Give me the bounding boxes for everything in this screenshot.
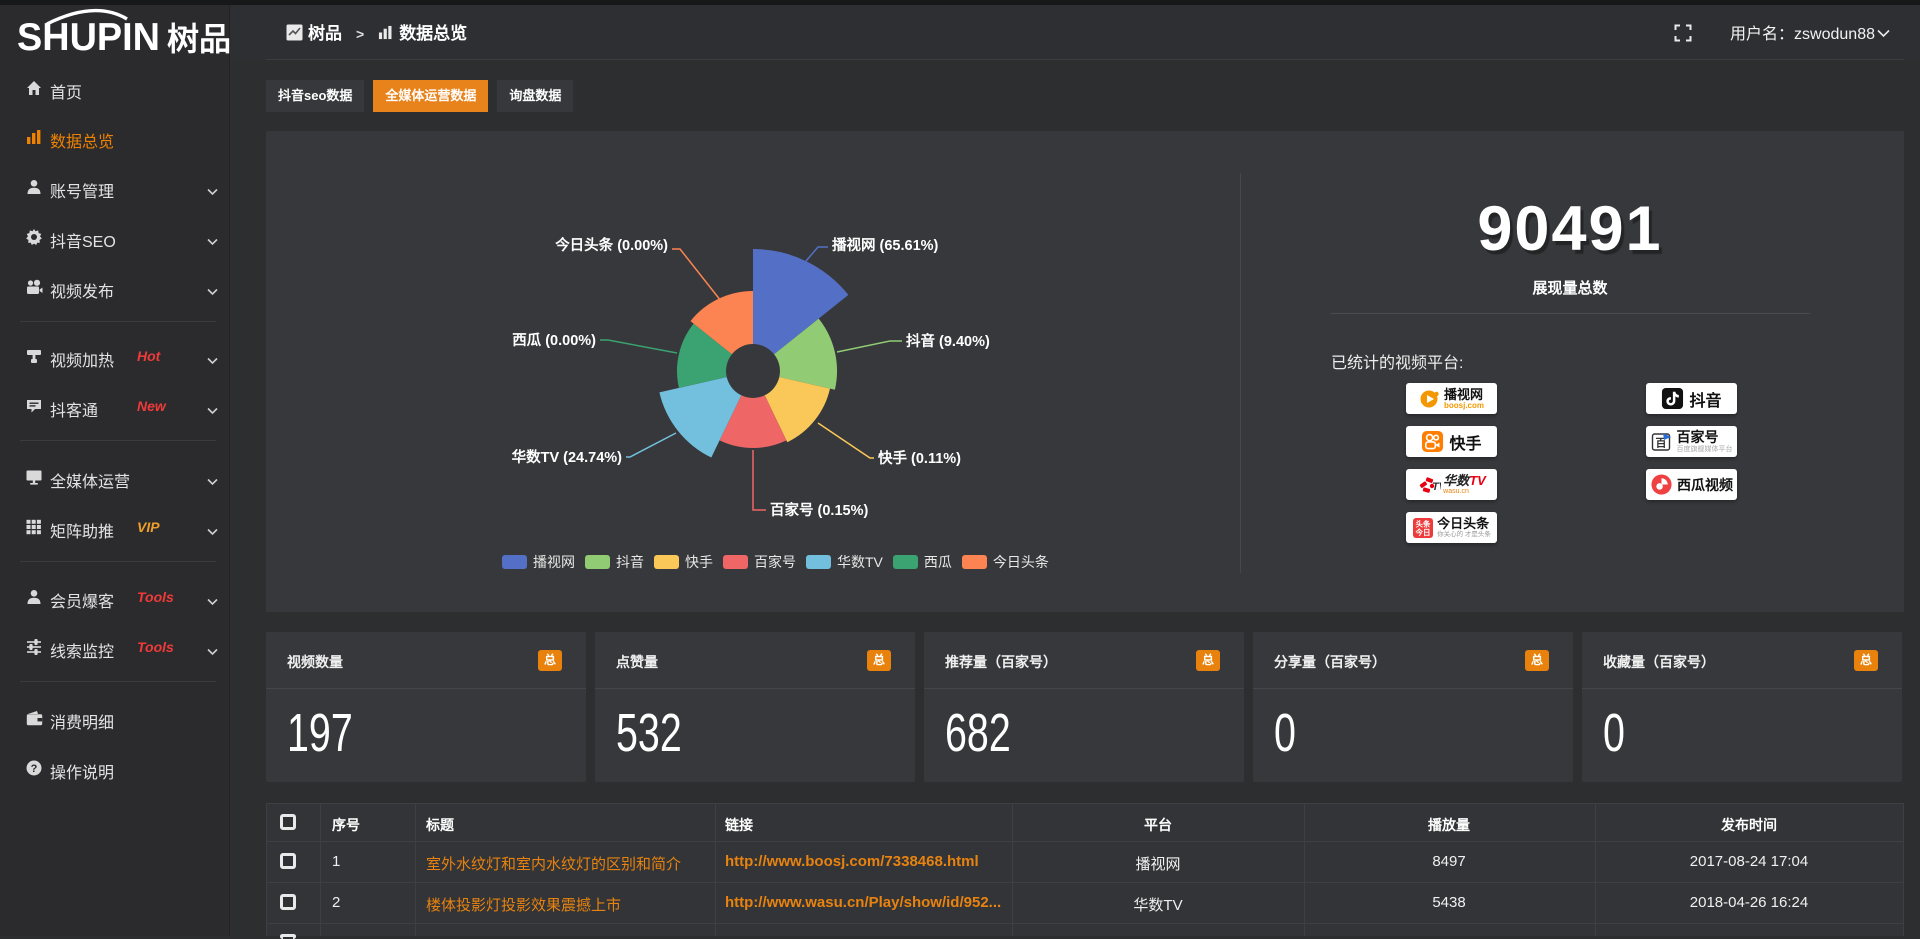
- svg-text:SHUPIN: SHUPIN: [17, 16, 160, 58]
- svg-text:?: ?: [31, 763, 38, 775]
- svg-text:今日: 今日: [1415, 527, 1431, 537]
- svg-text:TV: TV: [1432, 481, 1441, 493]
- svg-text:今日头条 (0.00%): 今日头条 (0.00%): [554, 236, 668, 254]
- svg-text:树品: 树品: [167, 21, 230, 57]
- svg-text:华数TV (24.74%): 华数TV (24.74%): [512, 448, 623, 466]
- svg-text:快手 (0.11%): 快手 (0.11%): [878, 449, 961, 467]
- svg-text:西瓜 (0.00%): 西瓜 (0.00%): [512, 332, 596, 349]
- svg-text:抖音 (9.40%): 抖音 (9.40%): [906, 332, 990, 350]
- svg-text:头条: 头条: [1416, 518, 1432, 528]
- svg-text:百家号 (0.15%): 百家号 (0.15%): [770, 501, 868, 519]
- svg-text:播视网 (65.61%): 播视网 (65.61%): [832, 236, 939, 254]
- svg-text:百: 百: [1655, 436, 1666, 449]
